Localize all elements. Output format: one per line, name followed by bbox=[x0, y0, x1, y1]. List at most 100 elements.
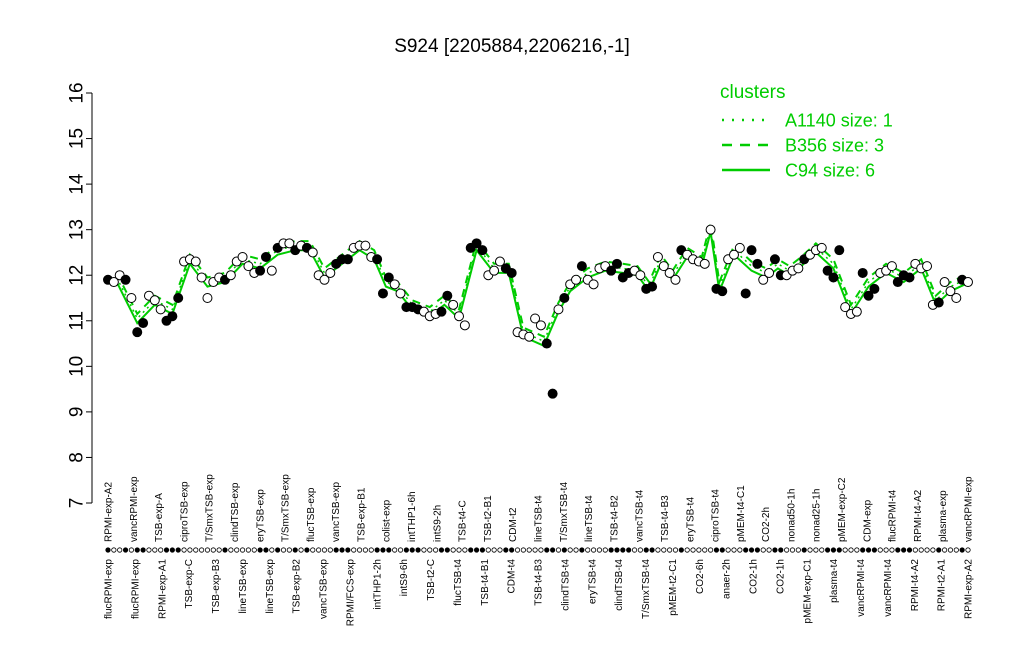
data-point bbox=[167, 311, 178, 322]
rug-mark bbox=[637, 547, 643, 553]
x-tick-label: pMEM-t4-C1 bbox=[736, 485, 747, 542]
rug-mark bbox=[193, 547, 199, 553]
rug-mark bbox=[725, 547, 731, 553]
data-point bbox=[699, 258, 710, 269]
data-point bbox=[793, 263, 804, 274]
x-tick-label: T/SmxTSB-exp bbox=[281, 474, 292, 542]
sample-rug bbox=[105, 547, 971, 553]
data-point bbox=[225, 270, 236, 281]
x-tick-label: RPMI-exp-A2 bbox=[964, 559, 975, 619]
x-tick-label: CO2-2h bbox=[761, 507, 772, 542]
y-tick-label: 15 bbox=[67, 128, 88, 149]
rug-mark bbox=[497, 547, 503, 553]
x-tick-label: plasma-exp bbox=[938, 490, 949, 542]
data-point bbox=[149, 295, 160, 306]
rug-mark bbox=[824, 547, 831, 553]
rug-mark bbox=[702, 547, 708, 553]
rug-mark bbox=[561, 547, 567, 553]
rug-mark bbox=[626, 547, 632, 553]
rug-mark bbox=[187, 547, 193, 553]
rug-mark bbox=[608, 547, 614, 553]
x-tick-label: TSB-t4-C bbox=[458, 500, 469, 542]
rug-mark bbox=[468, 547, 474, 553]
data-points bbox=[103, 224, 973, 399]
rug-mark bbox=[263, 547, 269, 553]
rug-mark bbox=[620, 547, 626, 553]
x-tick-label: RPMI-t4-A2 bbox=[913, 489, 924, 542]
rug-mark bbox=[860, 547, 866, 553]
data-point bbox=[851, 306, 862, 317]
rug-mark bbox=[169, 547, 175, 553]
data-point bbox=[506, 267, 517, 278]
rug-mark bbox=[397, 547, 404, 553]
data-point bbox=[471, 238, 482, 249]
rug-mark bbox=[105, 547, 111, 553]
rug-mark bbox=[239, 547, 246, 553]
rug-mark bbox=[146, 547, 152, 553]
x-tick-label: RPMI-t2-A1 bbox=[937, 559, 948, 612]
rug-mark bbox=[719, 547, 725, 553]
rug-mark bbox=[140, 547, 146, 553]
x-tick-label: intS9-2h bbox=[432, 505, 443, 542]
rug-mark bbox=[965, 547, 971, 553]
rug-mark bbox=[386, 547, 392, 553]
rug-mark bbox=[210, 547, 216, 553]
rug-mark bbox=[766, 547, 772, 553]
data-point bbox=[571, 274, 582, 285]
x-tick-label: lineTSB-exp bbox=[238, 559, 249, 614]
x-tick-label: eryTSB-t4 bbox=[587, 559, 598, 604]
x-tick-label: flucRPMI-exp bbox=[104, 559, 115, 619]
rug-mark bbox=[450, 547, 456, 553]
x-tick-label: ciproTSB-exp bbox=[179, 481, 190, 542]
x-tick-label: clindTSB-exp bbox=[230, 482, 241, 542]
y-tick-label: 12 bbox=[67, 265, 88, 286]
x-tick-label: TSB-exp-B2 bbox=[292, 559, 303, 614]
data-point bbox=[377, 288, 388, 299]
data-point bbox=[822, 265, 833, 276]
x-tick-label: flucTSB-t4 bbox=[453, 559, 464, 606]
rug-mark bbox=[590, 547, 597, 553]
legend: clusters A1140 size: 1 B356 size: 3 C94 si… bbox=[720, 82, 893, 180]
rug-mark bbox=[339, 547, 345, 553]
rug-mark bbox=[889, 547, 895, 553]
rug-mark bbox=[585, 547, 591, 553]
x-tick-label: TSB-t4-B3 bbox=[534, 559, 545, 606]
data-point bbox=[559, 293, 570, 303]
rug-mark bbox=[216, 547, 222, 553]
rug-mark bbox=[304, 547, 310, 553]
rug-mark bbox=[415, 547, 421, 553]
rug-mark bbox=[924, 547, 930, 553]
data-point bbox=[728, 249, 739, 260]
rug-mark bbox=[696, 547, 702, 553]
data-point bbox=[395, 288, 406, 299]
x-tick-label: T/SmxTSB-t4 bbox=[559, 482, 570, 542]
rug-mark bbox=[327, 547, 333, 553]
legend-title: clusters bbox=[720, 82, 785, 103]
legend-entries: A1140 size: 1 B356 size: 3 C94 size: 6 bbox=[722, 110, 893, 180]
rug-mark bbox=[433, 547, 439, 553]
x-tick-label: vancTSB-exp bbox=[319, 559, 330, 619]
data-point bbox=[436, 306, 447, 317]
data-point bbox=[389, 279, 400, 290]
y-tick-label: 9 bbox=[67, 407, 88, 418]
x-tick-label: CDM-exp bbox=[862, 499, 873, 542]
rug-mark bbox=[684, 547, 690, 553]
rug-mark bbox=[848, 547, 854, 553]
rug-mark bbox=[842, 547, 848, 553]
data-point bbox=[922, 261, 933, 272]
data-point bbox=[647, 281, 658, 292]
x-tick-label: TSB-t4-B3 bbox=[660, 495, 671, 542]
x-tick-label: vancTSB-exp bbox=[331, 482, 342, 542]
rug-mark bbox=[661, 547, 667, 553]
rug-mark bbox=[930, 547, 936, 553]
rug-mark bbox=[473, 547, 480, 553]
data-point bbox=[477, 245, 488, 256]
data-point bbox=[360, 240, 371, 251]
rug-mark bbox=[286, 547, 292, 553]
data-point bbox=[494, 256, 505, 267]
y-axis: 7 8 9 10 11 12 13 14 15 16 bbox=[67, 82, 93, 508]
rug-mark bbox=[245, 547, 252, 553]
data-point bbox=[138, 318, 149, 329]
x-tick-label: flucRPMI-exp bbox=[130, 559, 141, 619]
legend-label: C94 size: 6 bbox=[785, 160, 875, 180]
